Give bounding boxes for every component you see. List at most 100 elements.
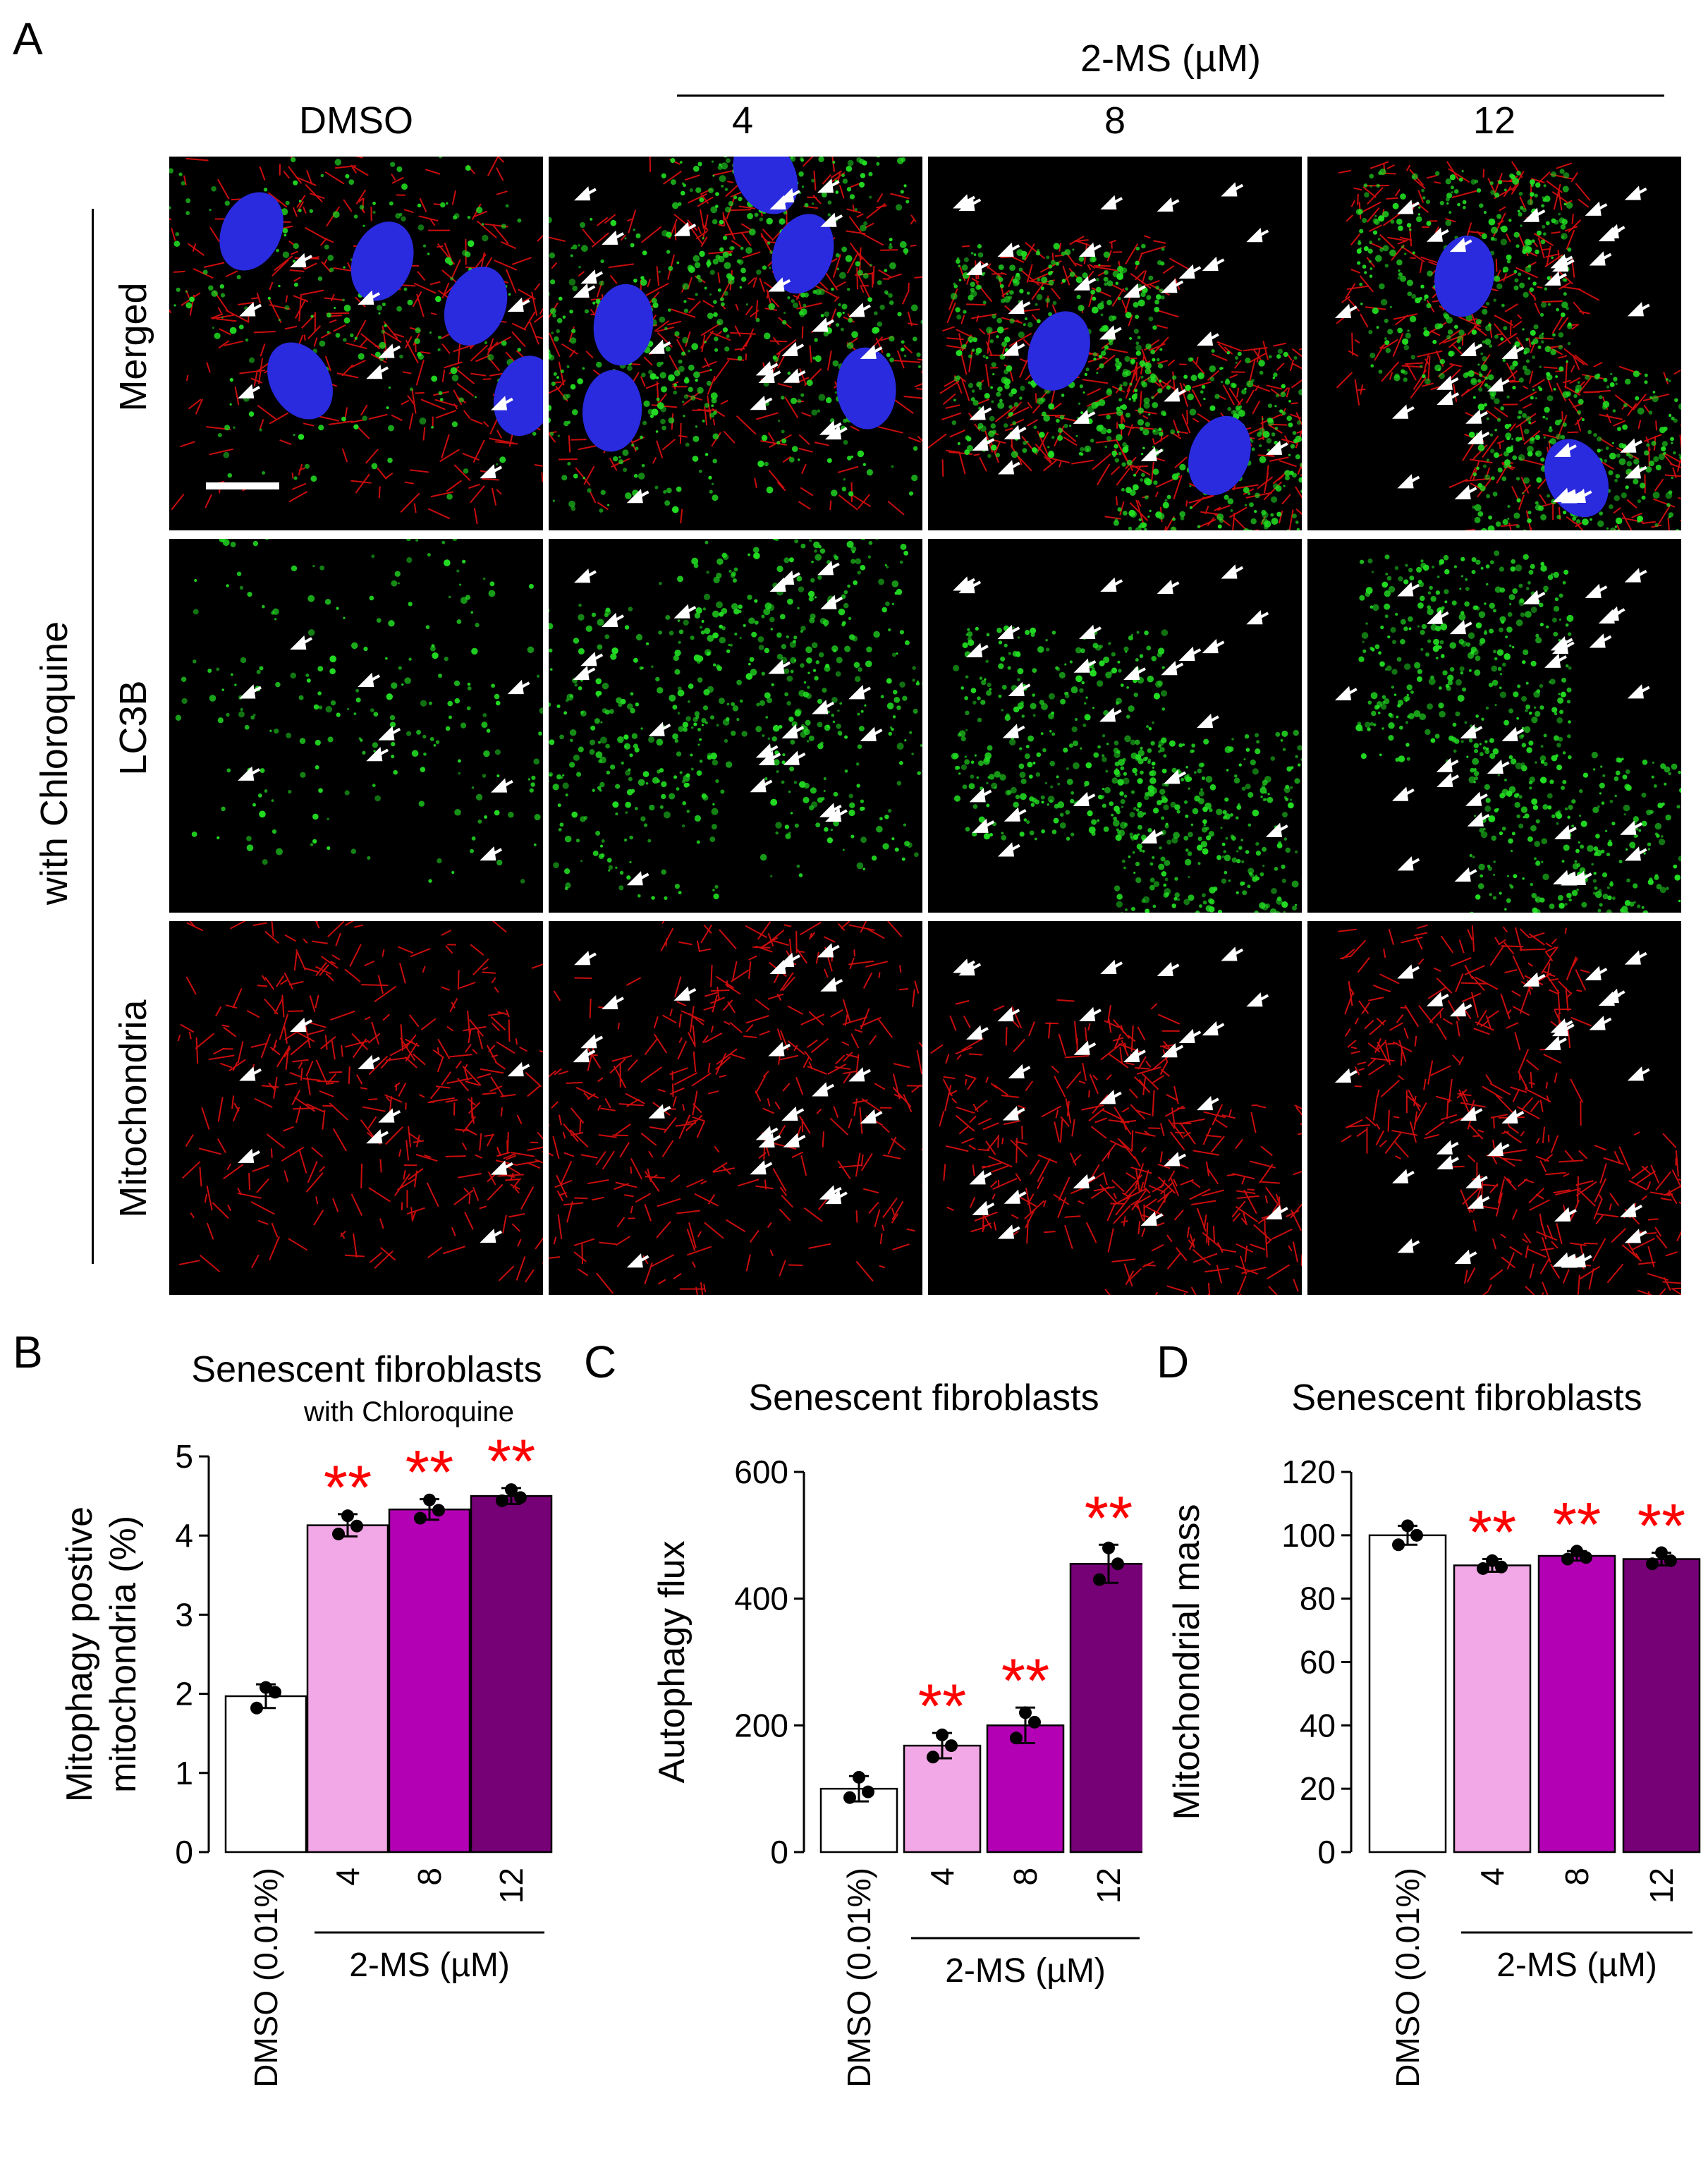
data-point: [514, 1491, 527, 1504]
lc3b-puncta: [951, 625, 1302, 913]
bar-12: [470, 1495, 553, 1853]
mitochondria-network: [549, 921, 922, 1295]
bar-4: [306, 1524, 389, 1853]
micrograph-lc3b-4um: [549, 539, 922, 913]
y-tick-label: 600: [734, 1454, 788, 1490]
data-point: [350, 1519, 363, 1533]
bar-dmso: [1368, 1534, 1447, 1853]
x-tick-label: 4: [1474, 1868, 1511, 1886]
y-tick-label: 100: [1281, 1517, 1336, 1554]
y-tick-label: 1: [175, 1755, 193, 1791]
arrow-markers: [573, 943, 883, 1268]
arrow-markers: [1334, 950, 1650, 1268]
data-point: [1401, 1519, 1414, 1533]
row-label-lc3b: LC3B: [112, 680, 154, 776]
data-point: [862, 1785, 874, 1798]
x-tick-label: 8: [1558, 1868, 1595, 1886]
y-tick-label: 120: [1281, 1454, 1336, 1490]
mitochondria-network: [930, 999, 1302, 1295]
y-tick-label: 80: [1300, 1581, 1336, 1617]
significance-marker: **: [1468, 1497, 1517, 1567]
data-point: [1410, 1528, 1423, 1542]
x-tick-label: 8: [1007, 1868, 1044, 1886]
data-point: [1580, 1551, 1592, 1564]
data-point: [853, 1770, 865, 1784]
data-point: [423, 1493, 436, 1506]
y-axis-label: Mitochondrial mass: [1166, 1504, 1207, 1820]
data-point: [1102, 1541, 1115, 1554]
arrow-markers: [573, 178, 883, 504]
panel-b-label: B: [13, 1327, 43, 1377]
panel-a-label: A: [13, 13, 43, 64]
y-tick-label: 0: [175, 1834, 193, 1870]
group-label: with Chloroquine: [33, 621, 75, 906]
data-point: [250, 1701, 263, 1715]
data-point: [505, 1483, 518, 1497]
significance-marker: **: [1637, 1491, 1686, 1561]
mitochondria-network: [1338, 924, 1681, 1295]
x-tick-label: DMSO (0.01%): [1389, 1868, 1426, 2088]
micrograph-lc3b-8um: [928, 539, 1302, 913]
arrow-markers: [573, 561, 883, 886]
x-tick-label: 8: [411, 1868, 448, 1886]
panel-d-label: D: [1157, 1337, 1190, 1387]
data-point: [1495, 1560, 1508, 1573]
micrograph-lc3b-dmso: [169, 539, 543, 913]
data-point: [936, 1728, 948, 1741]
group-label: 2-MS (µM): [1496, 1947, 1657, 1984]
bar-12: [1069, 1563, 1142, 1853]
micrograph-lc3b-12um: [1307, 539, 1681, 913]
x-tick-label: 12: [1643, 1868, 1680, 1904]
panel-c-label: C: [584, 1337, 617, 1387]
chart-d-title: Senescent fibroblasts: [1291, 1377, 1642, 1418]
y-axis-label: mitochondria (%): [103, 1516, 144, 1793]
arrow-markers: [1334, 185, 1650, 504]
y-tick-label: 20: [1300, 1770, 1336, 1807]
y-tick-label: 200: [734, 1707, 788, 1743]
data-point: [496, 1494, 508, 1507]
bar-dmso: [224, 1695, 307, 1853]
micrograph-mito-12um: [1307, 921, 1681, 1295]
group-label: 2-MS (µM): [349, 1947, 510, 1984]
data-point: [1664, 1554, 1677, 1567]
row-label-merged: Merged: [112, 282, 154, 412]
significance-marker: **: [324, 1452, 372, 1522]
micrograph-mito-dmso: [169, 921, 543, 1295]
micrograph-merged-dmso: [169, 157, 543, 530]
x-tick-label: 4: [329, 1868, 366, 1886]
data-point: [341, 1509, 354, 1523]
arrow-markers: [238, 1017, 530, 1243]
data-point: [1561, 1552, 1574, 1566]
y-axis-label: Autophagy flux: [652, 1540, 693, 1783]
nuclei: [582, 157, 896, 452]
column-header-4: 4: [732, 99, 754, 142]
x-tick-label: 4: [924, 1868, 960, 1886]
arrow-markers: [953, 946, 1288, 1239]
x-tick-label: DMSO (0.01%): [841, 1868, 877, 2088]
data-point: [1646, 1557, 1659, 1571]
chart-b-subtitle: with Chloroquine: [304, 1396, 514, 1428]
lc3b-puncta: [175, 539, 543, 884]
data-point: [1010, 1731, 1023, 1745]
micrograph-merged-4um: [549, 157, 922, 530]
significance-marker: **: [1085, 1483, 1133, 1552]
significance-marker: **: [1001, 1645, 1050, 1715]
group-line: [92, 209, 94, 1264]
chart-b-title: Senescent fibroblasts: [191, 1349, 542, 1390]
mitochondria-network: [928, 235, 1302, 530]
chart-c: Autophagy flux 0 200 400 600 DMSO (0.01%) ** 4 *…: [652, 1454, 1142, 2088]
data-point: [1392, 1538, 1405, 1552]
lc3b-puncta: [549, 539, 922, 901]
arrow-markers: [953, 182, 1288, 475]
micrograph-merged-12um: [1307, 157, 1681, 530]
data-point: [1655, 1546, 1668, 1559]
y-tick-label: 5: [175, 1439, 193, 1475]
y-tick-label: 0: [770, 1834, 788, 1870]
lc3b-puncta: [169, 157, 540, 500]
treatment-bracket-line: [677, 95, 1664, 97]
micrograph-mito-4um: [549, 921, 922, 1295]
arrow-markers: [953, 564, 1288, 857]
x-tick-label: 12: [493, 1868, 530, 1904]
arrow-markers: [238, 635, 530, 861]
y-tick-label: 2: [175, 1676, 193, 1712]
